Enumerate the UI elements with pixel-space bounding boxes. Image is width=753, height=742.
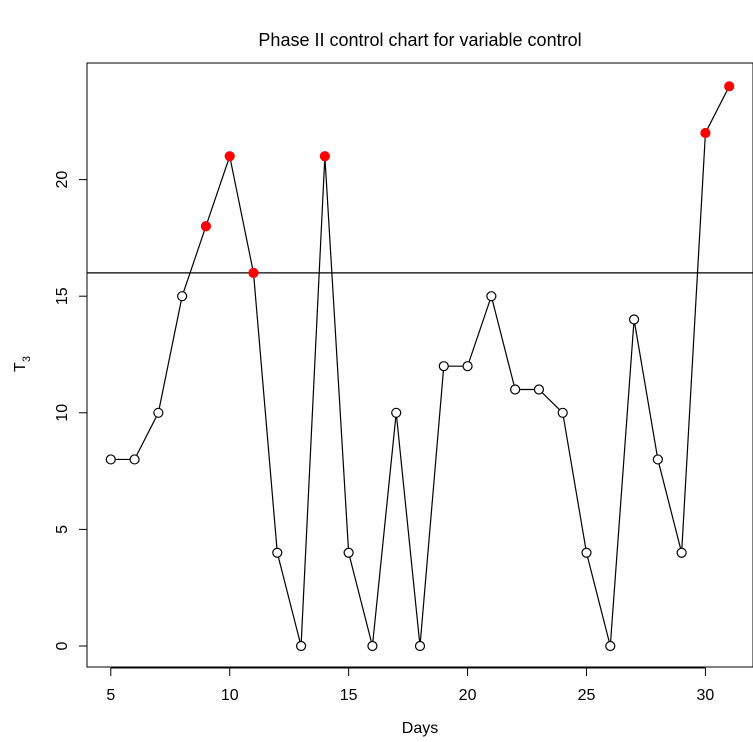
out-of-control-point — [248, 267, 259, 278]
x-tick-label: 15 — [340, 687, 358, 704]
data-point — [367, 640, 378, 652]
data-point — [414, 640, 426, 652]
data-point — [557, 407, 568, 418]
x-axis-label: Days — [402, 720, 438, 737]
data-point — [533, 384, 545, 395]
out-of-control-point — [319, 151, 330, 162]
x-tick-label: 5 — [106, 687, 115, 704]
data-point — [177, 291, 188, 302]
data-point — [510, 384, 521, 395]
out-of-control-point — [224, 151, 235, 162]
x-axis: 5 10 15 20 25 30 — [106, 667, 715, 704]
y-tick-label: 20 — [54, 171, 71, 189]
data-point — [391, 407, 402, 418]
y-axis: 0 5 10 15 20 — [54, 171, 88, 650]
data-point — [628, 314, 640, 325]
data-point — [438, 361, 449, 372]
data-point — [343, 547, 354, 558]
y-tick-label: 5 — [54, 525, 71, 534]
data-point — [105, 454, 116, 465]
data-point — [652, 454, 663, 465]
y-axis-label-subscript: 3 — [21, 356, 33, 362]
data-point — [129, 454, 140, 465]
out-of-control-point — [724, 81, 735, 92]
y-axis-label: T3 — [12, 356, 33, 372]
data-point — [605, 640, 616, 652]
x-tick-label: 20 — [459, 687, 477, 704]
data-point — [462, 361, 473, 372]
out-of-control-point — [700, 127, 711, 139]
data-point — [676, 547, 687, 558]
data-point — [486, 291, 497, 302]
y-axis-label-main: T — [12, 362, 29, 372]
x-tick-label: 30 — [697, 687, 715, 704]
x-tick-label: 10 — [221, 687, 239, 704]
y-tick-label: 15 — [54, 287, 71, 305]
y-tick-label: 10 — [54, 404, 71, 422]
data-point — [295, 640, 307, 652]
chart-title: Phase II control chart for variable cont… — [258, 30, 581, 50]
plot-frame — [86, 62, 753, 668]
data-point — [581, 547, 592, 558]
data-point — [272, 547, 283, 558]
y-tick-label: 0 — [54, 641, 71, 650]
x-tick-label: 25 — [578, 687, 596, 704]
data-point — [153, 407, 164, 418]
series-line — [110, 86, 730, 647]
out-of-control-point — [200, 221, 212, 232]
data-points — [105, 81, 735, 652]
